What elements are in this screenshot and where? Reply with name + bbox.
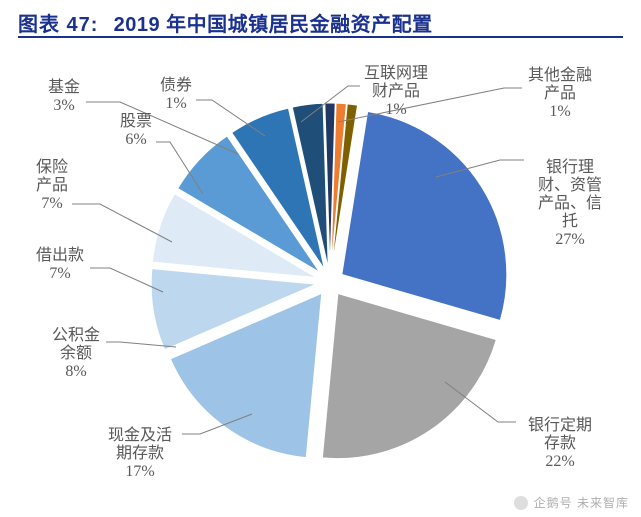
chart-figure: 图表 47: 2019 年中国城镇居民金融资产配置 银行理财、资管产品、信托27… xyxy=(0,0,641,517)
label-stock: 股票6% xyxy=(120,112,152,148)
penguin-icon xyxy=(514,496,528,510)
label-bank_wm: 银行理财、资管产品、信托27% xyxy=(538,158,602,248)
label-other: 其他金融产品1% xyxy=(528,66,592,120)
watermark: 企鹅号 未来智库 xyxy=(514,494,629,511)
pie-svg: 银行理财、资管产品、信托27% 银行定期存款22% 现金及活期存款17%公积金余额8… xyxy=(0,42,641,512)
figure-title: 图表 47: 2019 年中国城镇居民金融资产配置 xyxy=(18,8,623,37)
figure-title-text: 2019 年中国城镇居民金融资产配置 xyxy=(114,8,433,37)
label-internet_wm: 互联网理财产品1% xyxy=(364,64,428,118)
label-fund: 基金3% xyxy=(48,78,80,114)
label-bond: 债券1% xyxy=(160,76,192,112)
label-insurance: 保险产品7% xyxy=(36,158,68,212)
label-lending: 借出款7% xyxy=(36,246,84,282)
label-time_deposit: 银行定期存款22% xyxy=(528,416,592,470)
watermark-text: 企鹅号 未来智库 xyxy=(534,494,629,511)
label-housing_fund: 公积金余额8% xyxy=(52,326,100,380)
leader-other xyxy=(338,88,522,122)
pie-slice-time_deposit xyxy=(322,294,496,459)
label-cash_demand: 现金及活期存款17% xyxy=(108,426,172,480)
pie-chart: 银行理财、资管产品、信托27% 银行定期存款22% 现金及活期存款17%公积金余额8… xyxy=(0,42,641,512)
title-underline xyxy=(18,36,623,38)
figure-number: 图表 47: xyxy=(18,8,112,37)
pie-slice-bank_wm xyxy=(342,112,507,321)
